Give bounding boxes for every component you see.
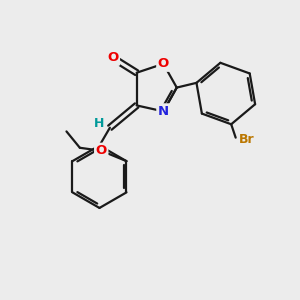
Text: O: O — [107, 51, 118, 64]
Text: H: H — [93, 117, 104, 130]
Text: Br: Br — [239, 133, 255, 146]
Text: O: O — [96, 144, 107, 157]
Text: O: O — [158, 57, 169, 70]
Text: N: N — [158, 105, 169, 118]
